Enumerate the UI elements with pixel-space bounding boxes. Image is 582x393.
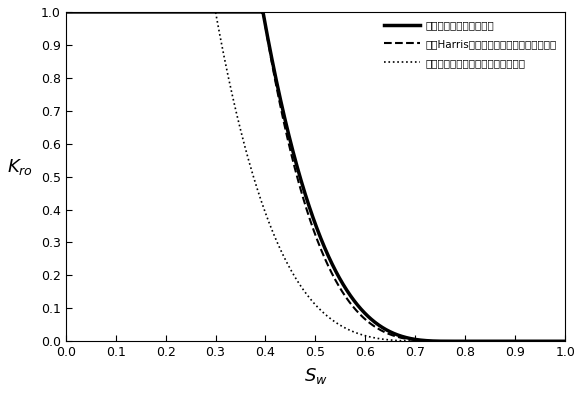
Y-axis label: $K_{ro}$: $K_{ro}$ xyxy=(7,156,33,176)
Legend: 实验油相相对渗透率曲线, 基于Harris模型的油相相对渗透率拟合曲线, 传统幂函数油相相对渗透率拟合曲线: 实验油相相对渗透率曲线, 基于Harris模型的油相相对渗透率拟合曲线, 传统幂… xyxy=(379,16,561,72)
X-axis label: $S_w$: $S_w$ xyxy=(304,366,327,386)
